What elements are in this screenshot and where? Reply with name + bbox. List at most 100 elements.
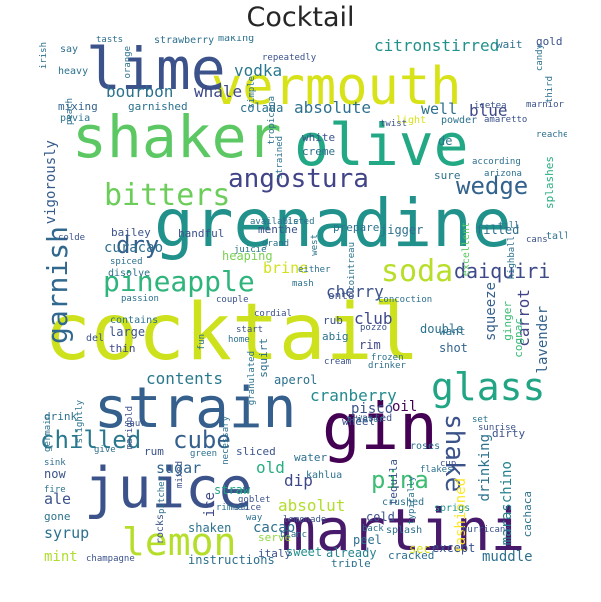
word-mixing: mixing (58, 100, 98, 113)
word-already: already (326, 546, 377, 560)
word-icetea: icetea (474, 101, 507, 111)
word-dip: dip (284, 471, 313, 490)
word-set: set (472, 415, 489, 425)
word-shot: shot (439, 341, 468, 355)
word-heavy: heavy (58, 66, 89, 77)
word-absolute: absolute (294, 98, 372, 117)
word-double: double (420, 322, 464, 336)
word-menthe: menthe (258, 223, 298, 236)
word-mint: mint (44, 549, 78, 565)
word-colde: colde (58, 233, 86, 243)
word-sliced: sliced (236, 445, 276, 458)
word-cordial: cordial (254, 309, 292, 319)
word-rum: rum (144, 445, 164, 458)
word-marigold: marigold (125, 406, 135, 450)
word-martini: martini (281, 496, 526, 564)
word-simple: simple (247, 76, 257, 109)
word-lavender: lavender (535, 306, 551, 374)
word-vermouth: vermouth (211, 57, 462, 117)
word-cloud: cocktail grenadine shaker olive vermouth… (36, 36, 567, 567)
word-sec: sec (409, 542, 431, 556)
word-sink: sink (44, 458, 66, 468)
word-bitters: bitters (104, 178, 231, 213)
word-blanc: blanc (280, 530, 308, 540)
word-grand: grand (262, 239, 290, 249)
word-cream: cream (324, 357, 352, 367)
word-thin: thin (109, 342, 136, 355)
word-curacao: curacao (104, 240, 164, 256)
word-rocks: rocks (155, 514, 166, 545)
word-according: according (472, 157, 521, 167)
word-slice: slice (234, 503, 262, 513)
word-white: white (302, 131, 336, 144)
word-gold: gold (536, 36, 563, 48)
word-candy: candy (535, 44, 545, 72)
word-lemon: lemon (122, 520, 237, 564)
word-start: start (236, 325, 264, 335)
word-heaping: heaping (222, 249, 273, 263)
word-strawberry: strawberry (154, 36, 215, 46)
word-available: available (250, 217, 299, 227)
word-club: club (354, 309, 393, 328)
word-ale: ale (44, 490, 72, 508)
word-vodka: vodka (234, 61, 283, 80)
word-fun: fun (197, 334, 207, 351)
word-shaker: shaker (72, 103, 282, 171)
word-onto: onto (328, 289, 355, 302)
word-want: want (439, 325, 466, 338)
word-filled: filled (476, 223, 520, 237)
word-cacao: cacao (253, 520, 296, 536)
word-say: say (60, 44, 79, 55)
word-typically: typically (407, 476, 417, 525)
word-tasts: tasts (96, 36, 124, 45)
word-trister: trister (346, 415, 384, 425)
word-cup: cup (440, 459, 457, 469)
word-reached: reached (536, 130, 567, 140)
word-pisco: pisco (351, 401, 394, 417)
word-sprigs: sprigs (434, 503, 471, 514)
word-grenadine: grenadine (154, 185, 512, 262)
word-large: large (109, 325, 146, 339)
word-sugar: sugar (156, 459, 202, 477)
word-tall: tall (546, 231, 567, 242)
word-disolve: disolve (108, 268, 151, 279)
word-cube: cube (173, 426, 231, 454)
word-abig: abig (322, 330, 349, 343)
word-sure: sure (434, 169, 461, 182)
word-passion: passion (121, 294, 159, 304)
word-chilled: chilled (40, 426, 142, 454)
word-flakes: flakes (420, 465, 453, 475)
word-amaretto: amaretto (484, 115, 528, 125)
word-third: third (545, 76, 555, 104)
word-wasted: wasted (356, 413, 393, 424)
word-oil: oil (392, 399, 418, 415)
word-splashes: splashes (543, 156, 556, 209)
word-hurricane: hurricane (462, 525, 511, 535)
word-handful: handful (178, 227, 225, 240)
word-strained: strained (275, 136, 285, 180)
word-west: west (310, 234, 320, 256)
word-pineapple: pineapple (103, 265, 255, 298)
word-sunrise: sunrise (478, 423, 516, 433)
word-slightly: slightly (75, 400, 85, 444)
word-wedge: wedge (456, 172, 529, 200)
word-del: del (86, 333, 105, 344)
word-fire: fire (44, 485, 66, 495)
word-home: home (228, 335, 250, 345)
word-kahlua: kahlua (306, 470, 343, 481)
word-garnish: garnish (41, 226, 74, 345)
word-way: way (246, 513, 263, 523)
word-colada: colada (240, 101, 284, 115)
word-brine: brine (263, 259, 309, 277)
word-cherry: cherry (326, 282, 384, 301)
word-marnior: marnior (526, 100, 564, 110)
word-drinking: drinking (477, 434, 493, 502)
word-glass: glass (431, 365, 546, 409)
word-bourbon: bourbon (106, 82, 174, 101)
word-gin: gin (322, 391, 438, 465)
word-excellent: excellent (461, 222, 472, 277)
word-rub: rub (323, 314, 343, 327)
word-now: now (44, 467, 66, 481)
word-garnished: garnished (128, 100, 188, 113)
word-cracked: cracked (388, 549, 435, 562)
